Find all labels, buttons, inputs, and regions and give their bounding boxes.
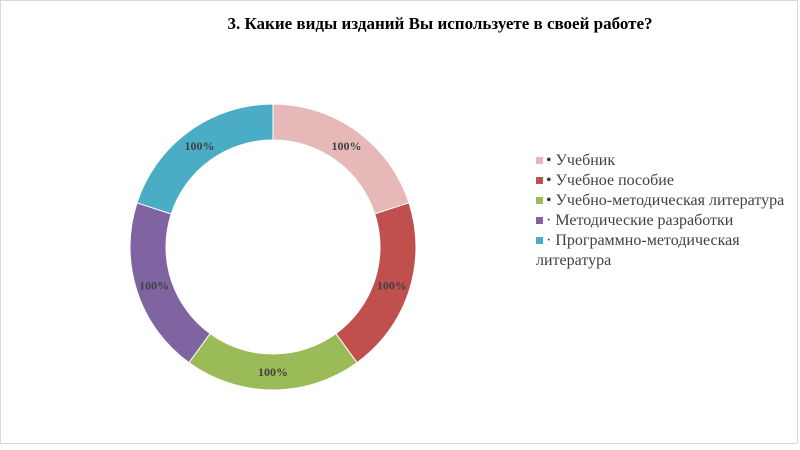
donut-slices — [129, 103, 417, 391]
data-label: 100% — [377, 279, 407, 293]
donut-slice — [188, 332, 358, 391]
data-label: 100% — [258, 365, 288, 379]
chart-legend: • Учебник • Учебное пособие • Учебно-мет… — [536, 151, 786, 271]
chart-title: 3. Какие виды изданий Вы используете в с… — [227, 14, 653, 33]
legend-label: · Программно-методическая литература — [536, 232, 740, 269]
legend-swatch — [536, 156, 543, 164]
donut-slice — [136, 103, 274, 215]
legend-item-educational-methodical-literature: • Учебно-методическая литература — [536, 191, 786, 211]
legend-swatch — [536, 196, 543, 204]
donut-data-labels: 100% 100% 100% 100% 100% — [139, 139, 407, 379]
legend-item-program-methodical-literature: · Программно-методическая литература — [536, 231, 786, 271]
legend-label: • Учебник — [546, 152, 616, 169]
legend-label: • Учебно-методическая литература — [546, 192, 785, 209]
data-label: 100% — [185, 139, 215, 153]
legend-label: • Учебное пособие — [546, 172, 674, 189]
donut-slice — [272, 103, 410, 215]
legend-item-textbook: • Учебник — [536, 151, 786, 171]
data-label: 100% — [139, 279, 169, 293]
legend-swatch — [536, 236, 543, 244]
legend-label: · Методические разработки — [546, 212, 734, 229]
legend-item-methodical-developments: · Методические разработки — [536, 211, 786, 231]
legend-swatch — [536, 216, 543, 224]
data-label: 100% — [331, 139, 361, 153]
legend-item-study-guide: • Учебное пособие — [536, 171, 786, 191]
legend-swatch — [536, 176, 543, 184]
